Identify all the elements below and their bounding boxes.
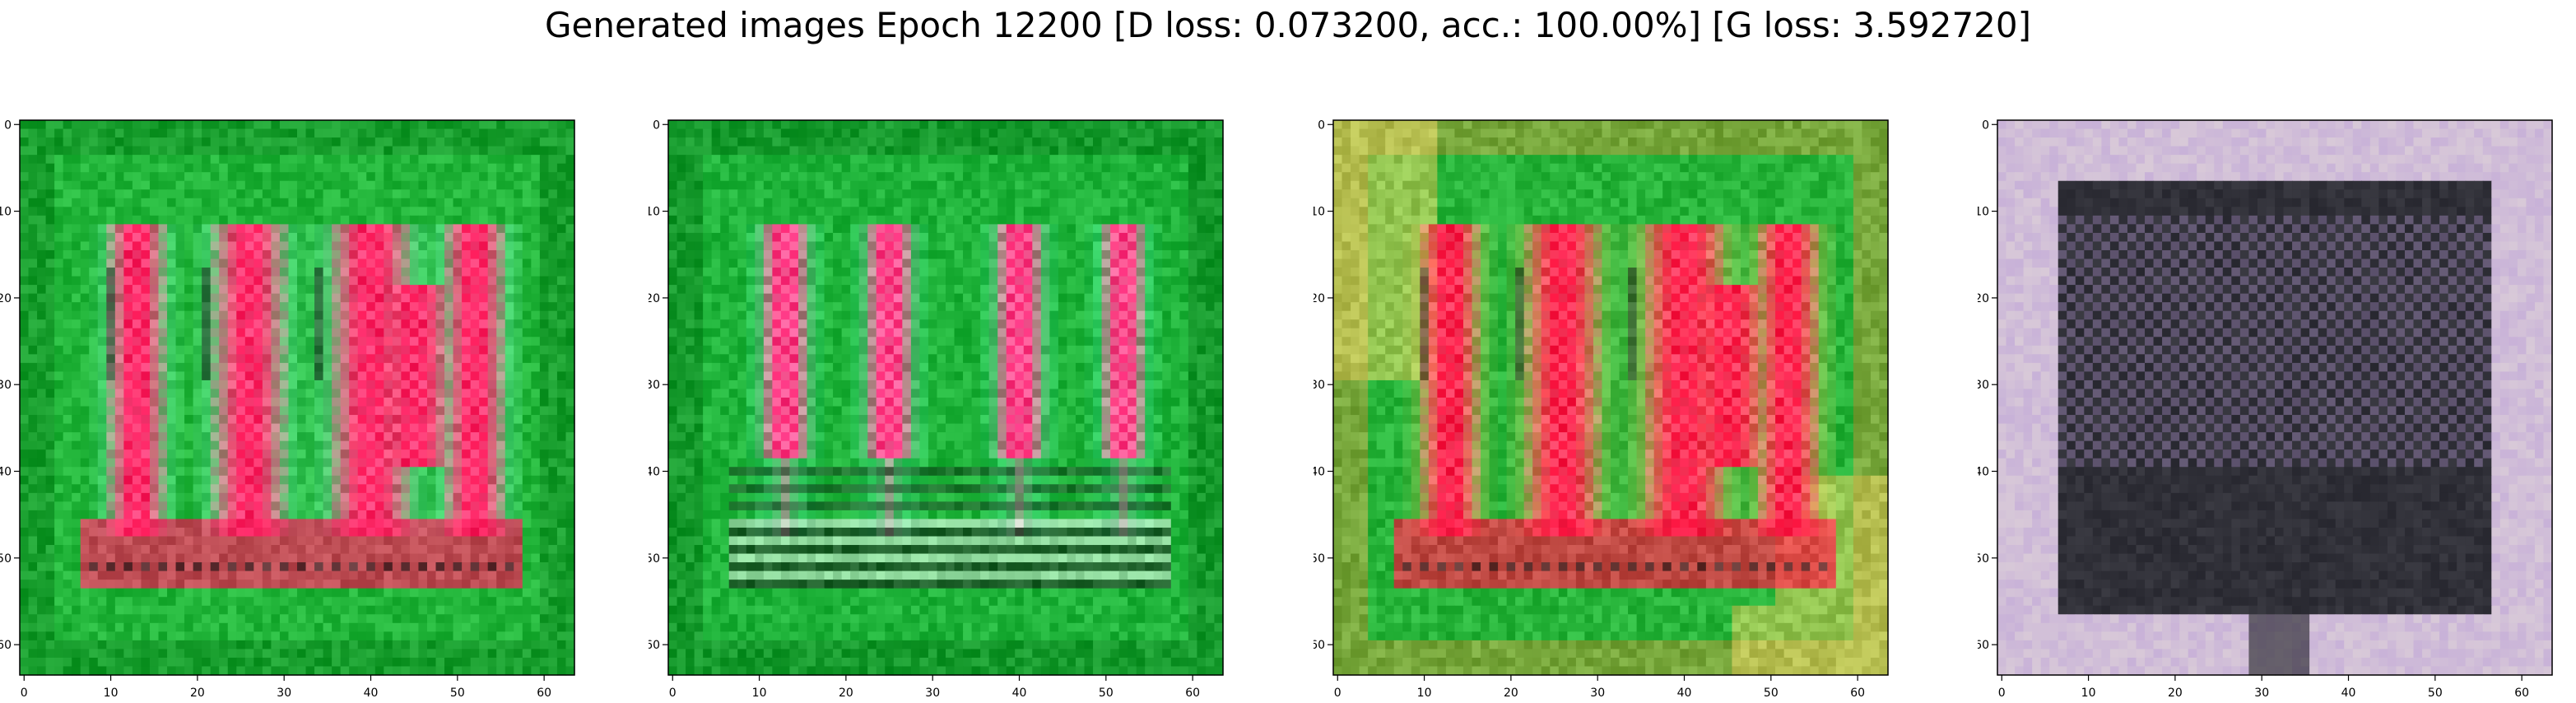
x-tick-label: 20 <box>839 687 853 700</box>
x-tick-label: 40 <box>1677 687 1692 700</box>
heatmap-image-2: 0 10 20 30 40 50 60 0 10 20 30 40 50 60 <box>649 107 1274 700</box>
x-tick-label: 40 <box>2341 687 2356 700</box>
x-tick-label: 30 <box>1590 687 1605 700</box>
y-tick-label: 50 <box>0 552 12 566</box>
figure-title: Generated images Epoch 12200 [D loss: 0.… <box>0 5 2576 46</box>
y-tick-label: 10 <box>0 206 12 219</box>
x-tick-label: 0 <box>1334 687 1341 700</box>
subplot-4: 0 10 20 30 40 50 60 0 10 20 30 40 50 60 <box>1978 107 2576 703</box>
heatmap-image-1: 0 10 20 30 40 50 60 0 10 20 30 40 50 60 <box>0 107 625 700</box>
y-tick-label: 40 <box>1314 466 1325 479</box>
y-tick-label: 0 <box>1318 119 1325 132</box>
x-tick-label: 60 <box>2514 687 2529 700</box>
y-tick-label: 30 <box>1978 379 1989 392</box>
x-tick-label: 30 <box>2254 687 2269 700</box>
x-tick-label: 60 <box>1850 687 1865 700</box>
x-tick-label: 60 <box>537 687 551 700</box>
y-tick-label: 10 <box>1314 206 1325 219</box>
x-tick-label: 10 <box>752 687 767 700</box>
y-tick-label: 30 <box>649 379 660 392</box>
y-tick-label: 60 <box>0 639 12 652</box>
y-tick-label: 20 <box>649 292 660 305</box>
x-tick-label: 40 <box>364 687 379 700</box>
x-tick-label: 20 <box>190 687 205 700</box>
image-pixels <box>668 120 1224 676</box>
y-tick-label: 50 <box>1978 552 1989 566</box>
x-tick-label: 50 <box>450 687 465 700</box>
image-pixels <box>1997 120 2553 676</box>
y-tick-label: 20 <box>1978 292 1989 305</box>
y-tick-label: 20 <box>1314 292 1325 305</box>
y-tick-label: 60 <box>1978 639 1989 652</box>
heatmap-image-3: 0 10 20 30 40 50 60 0 10 20 30 40 50 60 <box>1314 107 1939 700</box>
x-tick-label: 0 <box>21 687 28 700</box>
x-tick-label: 50 <box>1099 687 1114 700</box>
x-tick-label: 50 <box>1764 687 1779 700</box>
y-tick-label: 30 <box>1314 379 1325 392</box>
y-tick-label: 0 <box>4 119 12 132</box>
y-tick-label: 40 <box>649 466 660 479</box>
y-tick-label: 50 <box>1314 552 1325 566</box>
y-tick-label: 30 <box>0 379 12 392</box>
x-tick-label: 20 <box>1504 687 1518 700</box>
subplot-3: 0 10 20 30 40 50 60 0 10 20 30 40 50 60 <box>1314 107 1939 703</box>
subplot-1: 0 10 20 30 40 50 60 0 10 20 30 40 50 60 <box>0 107 625 703</box>
x-tick-label: 50 <box>2428 687 2443 700</box>
x-tick-label: 10 <box>1417 687 1432 700</box>
x-tick-label: 30 <box>277 687 291 700</box>
image-pixels <box>1333 120 1889 676</box>
y-tick-label: 10 <box>1978 206 1989 219</box>
y-tick-label: 60 <box>1314 639 1325 652</box>
x-tick-label: 0 <box>669 687 677 700</box>
x-tick-label: 40 <box>1012 687 1027 700</box>
subplot-2: 0 10 20 30 40 50 60 0 10 20 30 40 50 60 <box>649 107 1274 703</box>
x-tick-label: 10 <box>104 687 119 700</box>
y-tick-label: 0 <box>1982 119 1989 132</box>
x-tick-label: 60 <box>1185 687 1200 700</box>
y-tick-label: 10 <box>649 206 660 219</box>
x-tick-label: 30 <box>925 687 940 700</box>
y-tick-label: 0 <box>653 119 660 132</box>
y-tick-label: 20 <box>0 292 12 305</box>
x-tick-label: 0 <box>1998 687 2006 700</box>
y-tick-label: 50 <box>649 552 660 566</box>
x-tick-label: 20 <box>2168 687 2183 700</box>
x-tick-label: 10 <box>2081 687 2096 700</box>
image-pixels <box>20 120 575 676</box>
heatmap-image-4: 0 10 20 30 40 50 60 0 10 20 30 40 50 60 <box>1978 107 2576 700</box>
y-tick-label: 60 <box>649 639 660 652</box>
y-tick-label: 40 <box>0 466 12 479</box>
y-tick-label: 40 <box>1978 466 1989 479</box>
